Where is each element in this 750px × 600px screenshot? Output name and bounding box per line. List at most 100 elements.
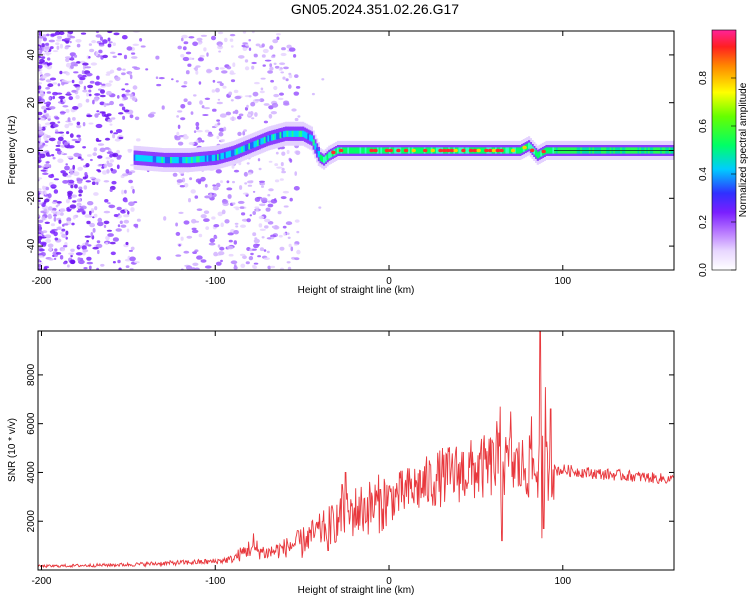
heatmap-peak-cell — [488, 148, 493, 153]
heatmap-noise-cell — [99, 94, 106, 98]
heatmap-noise-cell — [200, 176, 206, 182]
heatmap-ridge-cell — [251, 141, 254, 149]
heatmap-noise-cell — [212, 184, 217, 187]
heatmap-noise-cell — [65, 62, 72, 68]
heatmap-noise-cell — [267, 70, 273, 74]
heatmap-ridge-cell — [203, 155, 206, 162]
heatmap-noise-cell — [163, 216, 167, 221]
heatmap-noise-cell — [294, 171, 298, 176]
heatmap-noise-cell — [66, 217, 72, 222]
snr-x-tick-label: 0 — [386, 576, 392, 587]
heatmap-noise-cell — [260, 197, 268, 203]
colorbar: 0.0 0.2 0.4 0.6 0.8 Normalized spectral ampl… — [698, 29, 749, 277]
heatmap-noise-cell — [262, 64, 266, 67]
heatmap-noise-cell — [93, 192, 99, 196]
heatmap-noise-cell — [254, 112, 258, 117]
heatmap-noise-cell — [286, 232, 290, 235]
heatmap-noise-cell — [123, 109, 130, 113]
heatmap-noise-cell — [257, 158, 261, 162]
heatmap-noise-cell — [54, 237, 59, 241]
heatmap-noise-cell — [274, 163, 279, 167]
heatmap-noise-cell — [109, 100, 114, 106]
heatmap-noise-cell — [217, 31, 224, 35]
heatmap-noise-cell — [112, 154, 116, 157]
snr-x-tick-label: -100 — [205, 576, 225, 587]
heatmap-ridge-cell — [533, 148, 536, 155]
heatmap-ridge-cell — [204, 155, 207, 162]
heatmap-ridge-cell — [415, 147, 418, 154]
heatmap-x-tick-label: 100 — [554, 276, 571, 287]
heatmap-noise-cell — [205, 226, 210, 231]
heatmap-noise-cell — [51, 210, 56, 214]
heatmap-noise-cell — [147, 113, 155, 118]
heatmap-noise-cell — [244, 59, 249, 63]
heatmap-noise-cell — [256, 243, 260, 246]
heatmap-noise-cell — [213, 224, 220, 228]
heatmap-noise-cell — [47, 214, 53, 220]
heatmap-noise-cell — [212, 186, 218, 191]
heatmap-noise-cell — [250, 101, 256, 107]
heatmap-noise-cell — [77, 103, 83, 108]
heatmap-noise-cell — [38, 239, 42, 244]
heatmap-noise-cell — [235, 207, 240, 211]
heatmap-noise-cell — [230, 79, 236, 83]
heatmap-noise-cell — [226, 187, 233, 191]
heatmap-ridge-cell — [164, 157, 168, 164]
heatmap-noise-cell — [122, 115, 126, 120]
heatmap-noise-cell — [70, 56, 74, 61]
heatmap-peak-cell — [373, 148, 378, 153]
heatmap-noise-cell — [38, 38, 43, 42]
heatmap-noise-cell — [83, 267, 88, 270]
heatmap-noise-cell — [94, 178, 101, 183]
heatmap-noise-cell — [45, 79, 52, 83]
heatmap-noise-cell — [178, 211, 184, 214]
heatmap-noise-cell — [38, 32, 42, 36]
heatmap-ridge-cell — [206, 155, 209, 162]
heatmap-noise-cell — [76, 206, 81, 209]
heatmap-noise-cell — [279, 267, 285, 270]
heatmap-noise-cell — [248, 47, 252, 51]
heatmap-noise-cell — [73, 152, 80, 157]
heatmap-ridge-cell — [253, 141, 256, 148]
heatmap-noise-cell — [293, 243, 298, 246]
heatmap-noise-cell — [94, 81, 101, 86]
heatmap-noise-cell — [49, 121, 56, 125]
heatmap-noise-cell — [183, 81, 188, 85]
heatmap-ridge-cell — [225, 151, 228, 158]
heatmap-noise-cell — [118, 136, 124, 140]
heatmap-noise-cell — [38, 177, 43, 180]
heatmap-noise-cell — [321, 78, 325, 81]
heatmap-peak-cell — [384, 148, 390, 153]
heatmap-noise-cell — [96, 267, 99, 270]
heatmap-noise-cell — [111, 180, 117, 185]
heatmap-noise-cell — [71, 90, 77, 93]
heatmap-noise-cell — [73, 63, 78, 67]
heatmap-noise-cell — [182, 56, 190, 62]
heatmap-noise-cell — [272, 39, 279, 44]
heatmap-noise-cell — [49, 230, 56, 234]
heatmap-noise-cell — [85, 241, 89, 246]
heatmap-noise-cell — [242, 42, 249, 45]
heatmap-noise-cell — [251, 61, 257, 65]
heatmap-noise-cell — [242, 31, 247, 34]
heatmap-noise-cell — [47, 154, 52, 157]
heatmap-noise-cell — [93, 213, 98, 218]
heatmap-noise-cell — [273, 93, 280, 98]
heatmap-noise-cell — [106, 160, 110, 165]
heatmap-noise-cell — [56, 35, 63, 40]
heatmap-noise-cell — [48, 39, 55, 43]
heatmap-noise-cell — [229, 33, 236, 37]
heatmap-noise-cell — [204, 129, 210, 133]
heatmap-noise-cell — [112, 133, 116, 139]
heatmap-noise-cell — [87, 154, 92, 157]
heatmap-noise-cell — [229, 38, 234, 42]
heatmap-noise-cell — [130, 185, 134, 190]
heatmap-y-tick-label: 0 — [26, 147, 37, 153]
heatmap-noise-cell — [224, 37, 228, 43]
heatmap-noise-cell — [130, 246, 135, 251]
heatmap-cells — [38, 31, 674, 270]
heatmap-noise-cell — [243, 129, 248, 132]
heatmap-noise-cell — [75, 94, 80, 100]
heatmap-noise-cell — [233, 230, 239, 235]
